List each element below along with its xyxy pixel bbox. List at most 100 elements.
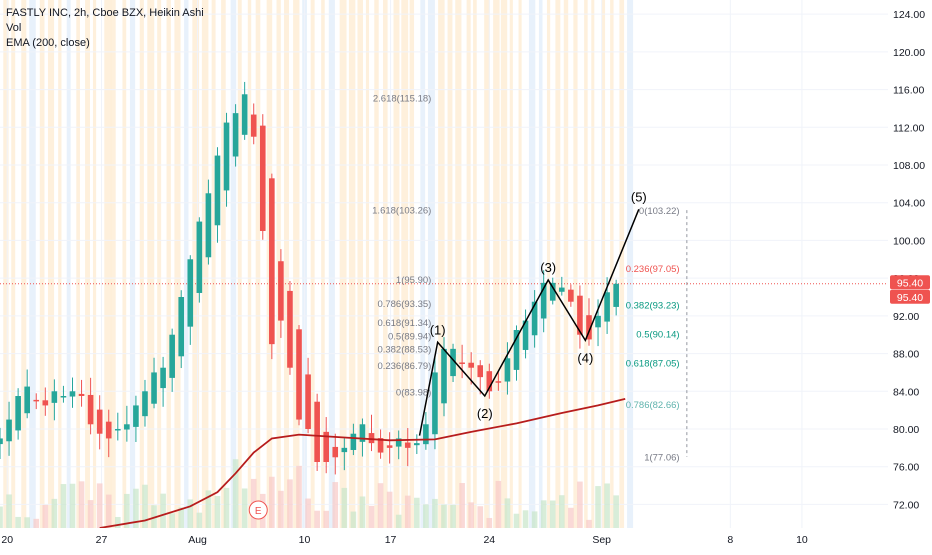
candle-body — [513, 330, 520, 370]
session-band — [184, 0, 189, 528]
session-band — [601, 0, 606, 528]
wave-label: (4) — [577, 350, 593, 365]
volume-bar — [133, 488, 139, 528]
fibonacci-levels: 2.618(115.18) 1.618(103.26) 1(95.90) 0.786(… — [372, 93, 688, 464]
session-band — [374, 0, 379, 528]
x-tick-label: Sep — [592, 534, 611, 546]
session-band — [284, 0, 290, 528]
volume-bar — [296, 465, 302, 528]
price-axis-bg — [888, 0, 932, 550]
session-band — [39, 0, 45, 528]
volume-bar — [223, 487, 230, 528]
candle-body — [522, 320, 529, 350]
session-band — [3, 0, 9, 528]
candle-body — [450, 348, 456, 377]
session-band — [563, 0, 569, 528]
volume-bar — [33, 518, 40, 528]
candle-body — [423, 424, 429, 445]
legend-ema[interactable]: EMA (200, close) — [6, 37, 90, 49]
session-band — [518, 0, 522, 528]
legend-volume[interactable]: Vol — [6, 22, 22, 34]
x-tick-label: 10 — [299, 534, 311, 546]
session-band — [58, 0, 62, 528]
candle-body — [305, 374, 311, 429]
volume-bar — [577, 481, 583, 528]
candle-body — [51, 391, 58, 403]
volume-bar — [414, 497, 420, 528]
candles[interactable] — [0, 81, 619, 475]
y-tick-label: 80.00 — [893, 424, 919, 436]
y-tick-label: 108.00 — [893, 160, 925, 172]
chart-legend: FASTLY INC, 2h, Cboe BZX, Heikin Ashi Vo… — [6, 6, 204, 51]
volume-bar — [24, 517, 30, 528]
candle-body — [414, 443, 420, 446]
volume-bar — [96, 483, 103, 528]
x-tick-label: 17 — [385, 534, 397, 546]
candle-body — [142, 391, 148, 417]
session-band — [357, 0, 364, 528]
time-axis-bg — [0, 528, 932, 550]
price-axis[interactable]: 72.0076.0080.0084.0088.0092.0096.00100.0… — [888, 0, 932, 550]
candle-body — [558, 287, 565, 292]
session-band — [166, 0, 171, 528]
fib-level-label: 0.618(87.05) — [626, 359, 680, 370]
fib-level-label: 0.236(86.79) — [377, 361, 431, 372]
wave-label: (3) — [540, 260, 556, 275]
time-axis[interactable]: 20 27 Aug 10 17 24 Sep 8 10 — [0, 528, 932, 550]
volume-bar — [558, 495, 565, 528]
candle-body — [441, 348, 447, 404]
wave-label: (5) — [631, 189, 647, 204]
volume-bar — [205, 490, 212, 528]
x-tick-label: 8 — [727, 534, 733, 546]
y-tick-label: 76.00 — [893, 462, 919, 474]
candle-body — [269, 178, 275, 345]
session-band — [447, 0, 453, 528]
volume-bar — [241, 488, 248, 528]
session-band — [619, 0, 625, 528]
candle-body — [0, 438, 3, 445]
fib-level-label: 2.618(115.18) — [373, 93, 431, 104]
session-band — [76, 0, 80, 528]
session-band — [321, 0, 325, 528]
session-band — [230, 0, 237, 528]
volume-bar — [42, 504, 49, 528]
candle-body — [368, 433, 375, 444]
candle-body — [114, 429, 121, 431]
fib-level-label: 1.618(103.26) — [372, 206, 431, 217]
earnings-event[interactable]: E — [248, 500, 268, 520]
fib-level-label: 0.618(91.34) — [377, 318, 431, 329]
candle-body — [323, 431, 330, 462]
volume-bar — [178, 507, 185, 528]
legend-symbol[interactable]: FASTLY INC, 2h, Cboe BZX, Heikin Ashi — [6, 7, 204, 19]
fib-level-label: 0.236(97.05) — [626, 264, 680, 275]
y-tick-label: 88.00 — [893, 349, 919, 361]
session-band — [211, 0, 216, 528]
session-band — [47, 0, 55, 528]
ema-200-line — [99, 397, 626, 529]
volume-bar — [51, 498, 58, 528]
candle-body — [69, 391, 76, 397]
session-band — [237, 0, 242, 528]
candle-body — [278, 261, 284, 321]
candle-body — [395, 438, 402, 447]
session-band — [365, 0, 370, 528]
candle-body — [169, 334, 175, 378]
volume-bar — [69, 483, 76, 528]
candle-body — [187, 259, 194, 327]
session-band — [555, 0, 561, 528]
session-band — [85, 0, 90, 528]
fib-level-label: 0.786(93.35) — [377, 299, 431, 310]
fib-level-label: 0.5(90.14) — [636, 329, 679, 340]
price-badge-label: 95.40 — [897, 292, 923, 304]
candle-body — [205, 193, 212, 258]
y-tick-label: 120.00 — [893, 47, 925, 59]
candle-body — [287, 290, 293, 368]
session-band — [310, 0, 315, 528]
volume-bar — [214, 496, 221, 528]
session-band — [401, 0, 409, 528]
volume-bar — [15, 516, 21, 528]
y-tick-label: 116.00 — [893, 85, 924, 97]
y-tick-label: 112.00 — [893, 122, 924, 134]
